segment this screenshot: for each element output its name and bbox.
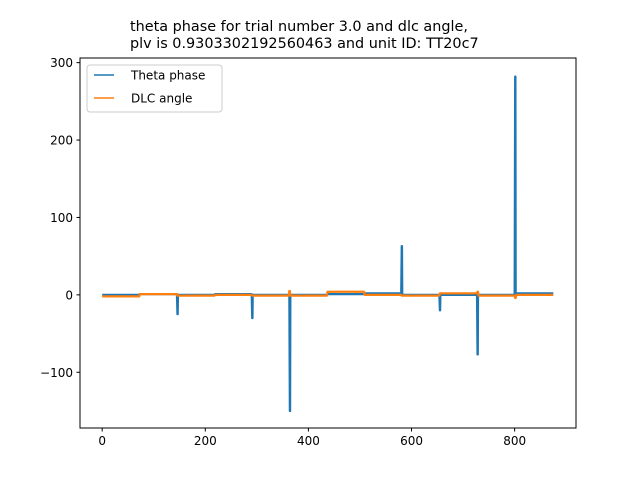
x-tick-label: 0: [98, 434, 106, 448]
chart-title: theta phase for trial number 3.0 and dlc…: [130, 19, 479, 52]
y-tick-label: 0: [65, 288, 73, 302]
y-tick-label: 100: [50, 211, 73, 225]
chart-title-line-1: theta phase for trial number 3.0 and dlc…: [130, 19, 468, 35]
x-tick-label: 800: [503, 434, 526, 448]
series-line-theta-phase: [102, 75, 554, 413]
axes-frame: [79, 57, 577, 429]
x-axis: 0 200 400 600 800: [98, 428, 526, 448]
legend-label-dlc-angle: DLC angle: [131, 92, 192, 106]
y-axis: −100 0 100 200 300: [40, 56, 80, 380]
chart-title-line-2: plv is 0.9303302192560463 and unit ID: T…: [130, 36, 479, 52]
legend-box: [86, 64, 223, 113]
x-tick-label: 600: [400, 434, 423, 448]
y-tick-label: −100: [40, 366, 73, 380]
x-tick-label: 400: [297, 434, 320, 448]
y-tick-label: 300: [50, 56, 73, 70]
legend: Theta phase DLC angle: [86, 64, 223, 113]
y-tick-label: 200: [50, 134, 73, 148]
series-line-dlc-angle: [102, 289, 554, 300]
plot-area: [102, 75, 554, 413]
x-tick-label: 200: [194, 434, 217, 448]
legend-label-theta-phase: Theta phase: [130, 69, 205, 83]
